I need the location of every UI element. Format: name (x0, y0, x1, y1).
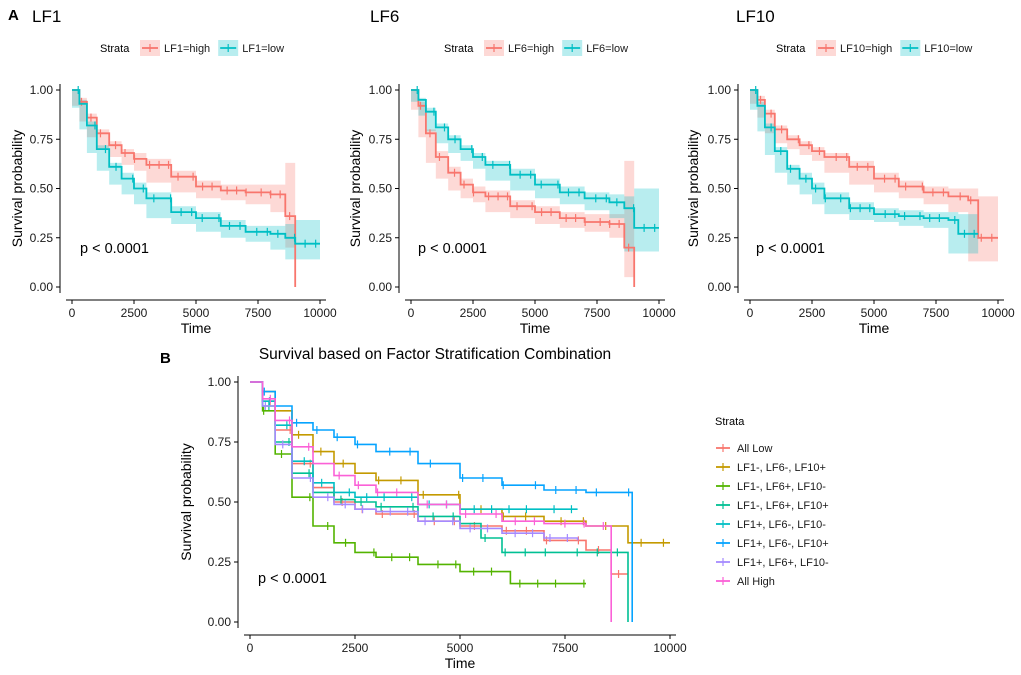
x-tick-label: 7500 (552, 641, 579, 655)
y-tick-label: 0.25 (369, 231, 393, 245)
y-tick-label: 0.00 (30, 280, 54, 294)
chart-title: LF10 (736, 7, 775, 26)
legend-label: LF1-, LF6+, LF10+ (737, 500, 829, 512)
legend-title: Strata (776, 43, 806, 55)
chart-combination: Survival based on Factor Stratification … (178, 346, 829, 671)
survival-curve-0 (750, 89, 998, 239)
y-tick-label: 1.00 (369, 83, 393, 97)
p-value: p < 0.0001 (756, 241, 825, 257)
x-tick-label: 5000 (447, 641, 474, 655)
legend-title: Strata (444, 43, 474, 55)
x-axis-title: Time (181, 320, 212, 336)
confidence-band-0 (72, 90, 296, 287)
panel-label-a: A (8, 7, 19, 24)
x-tick-label: 2500 (460, 306, 487, 320)
p-value: p < 0.0001 (258, 571, 327, 587)
x-tick-label: 7500 (923, 306, 950, 320)
confidence-band-1 (411, 90, 659, 252)
survival-curve-6 (250, 381, 579, 541)
confidence-band-1 (750, 90, 979, 254)
legend-label: LF1=high (164, 43, 210, 55)
x-tick-label: 10000 (303, 306, 337, 320)
legend-label: LF1=low (242, 43, 284, 55)
legend-label: LF10=low (924, 43, 972, 55)
survival-curve-2 (250, 381, 586, 585)
x-tick-label: 2500 (121, 306, 148, 320)
x-tick-label: 0 (247, 641, 254, 655)
y-tick-label: 0.25 (208, 555, 232, 569)
y-tick-label: 0.50 (208, 495, 232, 509)
y-axis-title: Survival probability (178, 443, 194, 561)
survival-curve-5 (250, 381, 633, 622)
y-tick-label: 0.50 (708, 182, 732, 196)
x-tick-label: 10000 (642, 306, 676, 320)
legend-label: LF1+, LF6-, LF10- (737, 519, 826, 531)
y-tick-label: 0.00 (708, 280, 732, 294)
x-tick-label: 7500 (245, 306, 272, 320)
survival-curve-4 (250, 381, 578, 510)
y-axis-title: Survival probability (347, 130, 363, 248)
legend-label: LF10=high (840, 43, 892, 55)
legend-label: All Low (737, 443, 773, 455)
legend-label: LF1+, LF6-, LF10+ (737, 538, 829, 550)
chart-lf10: LF10 0.00 0.25 0.50 0.75 1.00 0 2500 5000 7500 100… (685, 7, 1015, 336)
x-axis-title: Time (445, 655, 476, 671)
legend-label: LF6=high (508, 43, 554, 55)
x-tick-label: 10000 (981, 306, 1015, 320)
x-axis-title: Time (859, 320, 890, 336)
legend-label: All High (737, 576, 775, 588)
y-tick-label: 0.00 (208, 615, 232, 629)
survival-curve-7 (250, 381, 612, 622)
y-tick-label: 0.50 (369, 182, 393, 196)
y-tick-label: 0.75 (30, 132, 54, 146)
x-tick-label: 5000 (522, 306, 549, 320)
confidence-band-0 (411, 90, 635, 287)
y-tick-label: 0.50 (30, 182, 54, 196)
x-tick-label: 2500 (799, 306, 826, 320)
legend-label: LF1+, LF6+, LF10- (737, 557, 829, 569)
legend-label: LF1-, LF6-, LF10+ (737, 462, 826, 474)
x-axis-title: Time (520, 320, 551, 336)
legend-label: LF1-, LF6+, LF10- (737, 481, 826, 493)
survival-curve-1 (750, 89, 979, 235)
p-value: p < 0.0001 (418, 241, 487, 257)
x-tick-label: 5000 (183, 306, 210, 320)
y-tick-label: 0.25 (708, 231, 732, 245)
p-value: p < 0.0001 (80, 241, 149, 257)
survival-curve-3 (250, 381, 629, 622)
y-tick-label: 1.00 (208, 375, 232, 389)
y-tick-label: 1.00 (708, 83, 732, 97)
y-tick-label: 1.00 (30, 83, 54, 97)
panel-label-b: B (160, 350, 171, 367)
x-tick-label: 5000 (861, 306, 888, 320)
chart-title: LF1 (32, 7, 61, 26)
y-axis-title: Survival probability (685, 130, 701, 248)
chart-lf6: LF6 0.00 0.25 0.50 0.75 1.00 0 2500 5000 7500 1000… (347, 7, 676, 336)
y-tick-label: 0.25 (30, 231, 54, 245)
legend-label: LF6=low (586, 43, 628, 55)
y-axis-title: Survival probability (9, 130, 25, 248)
x-tick-label: 0 (747, 306, 754, 320)
chart-title: LF6 (370, 7, 399, 26)
chart-lf1: LF1 0.00 0.25 0.50 0.75 1.00 0 2500 5000 7500 1000… (9, 7, 337, 336)
y-tick-label: 0.75 (369, 132, 393, 146)
x-tick-label: 7500 (584, 306, 611, 320)
y-tick-label: 0.00 (369, 280, 393, 294)
x-tick-label: 0 (69, 306, 76, 320)
x-tick-label: 2500 (342, 641, 369, 655)
y-tick-label: 0.75 (208, 435, 232, 449)
legend-title: Strata (715, 416, 745, 428)
x-tick-label: 0 (408, 306, 415, 320)
chart-title: Survival based on Factor Stratification … (259, 346, 611, 363)
y-tick-label: 0.75 (708, 132, 732, 146)
legend-title: Strata (100, 43, 130, 55)
x-tick-label: 10000 (653, 641, 687, 655)
